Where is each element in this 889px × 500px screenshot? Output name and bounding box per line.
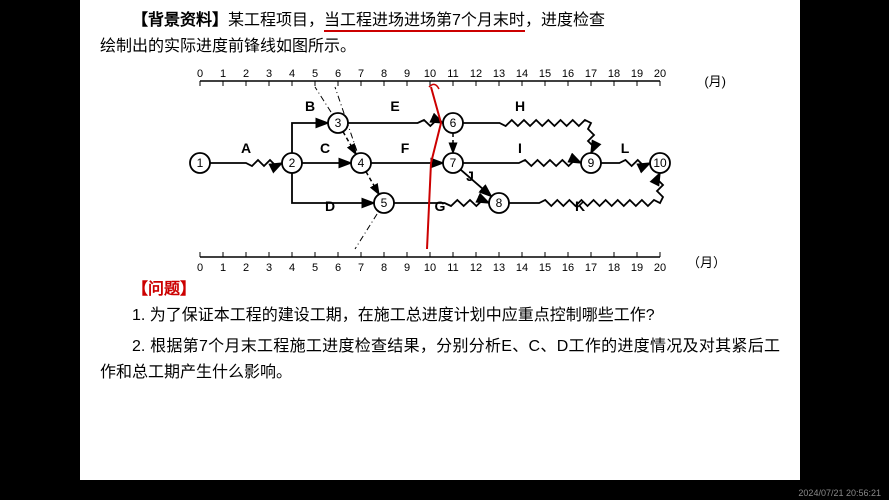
svg-text:A: A [241, 140, 251, 156]
bg-label: 【背景资料】 [132, 12, 228, 29]
svg-text:15: 15 [539, 68, 551, 80]
svg-text:16: 16 [562, 262, 574, 273]
svg-text:19: 19 [631, 262, 643, 273]
svg-text:5: 5 [381, 196, 388, 210]
background-para-1: 【背景资料】某工程项目，当工程进场进场第7个月末时，进度检查 [100, 8, 780, 34]
svg-text:B: B [305, 98, 315, 114]
svg-text:18: 18 [608, 262, 620, 273]
svg-text:8: 8 [381, 262, 387, 273]
question-label-line: 【问题】 [100, 277, 780, 303]
svg-text:14: 14 [516, 262, 528, 273]
svg-text:C: C [320, 140, 330, 156]
svg-text:1: 1 [220, 68, 226, 80]
svg-text:4: 4 [289, 262, 295, 273]
svg-text:9: 9 [588, 156, 595, 170]
svg-text:18: 18 [608, 68, 620, 80]
svg-text:11: 11 [447, 68, 458, 80]
svg-text:2: 2 [243, 68, 249, 80]
axis-unit-top: (月) [704, 71, 726, 90]
svg-text:1: 1 [220, 262, 226, 273]
svg-text:9: 9 [404, 262, 410, 273]
svg-text:3: 3 [266, 68, 272, 80]
svg-text:I: I [518, 140, 522, 156]
svg-text:20: 20 [654, 68, 666, 80]
svg-text:3: 3 [266, 262, 272, 273]
svg-text:K: K [575, 198, 585, 214]
svg-text:8: 8 [381, 68, 387, 80]
svg-text:14: 14 [516, 68, 528, 80]
svg-text:5: 5 [312, 68, 318, 80]
svg-text:12: 12 [470, 68, 482, 80]
svg-text:11: 11 [447, 262, 458, 273]
network-diagram: 0123456789101112131415161718192001234567… [160, 63, 720, 273]
svg-text:0: 0 [197, 262, 203, 273]
svg-text:G: G [435, 198, 446, 214]
svg-text:0: 0 [197, 68, 203, 80]
bg-body2: ，进度检查 [525, 12, 605, 29]
svg-text:10: 10 [424, 262, 436, 273]
bg-underlined: 当工程进场进场第7个月末时 [324, 12, 525, 32]
axis-unit-bottom: （月） [687, 252, 726, 271]
timestamp: 2024/07/21 20:56:21 [798, 488, 881, 498]
svg-text:3: 3 [335, 116, 342, 130]
diagram-svg: 0123456789101112131415161718192001234567… [160, 63, 720, 273]
background-para-2: 绘制出的实际进度前锋线如图所示。 [100, 34, 780, 60]
svg-text:F: F [401, 140, 410, 156]
question-2: 2. 根据第7个月末工程施工进度检查结果，分别分析E、C、D工作的进度情况及对其… [100, 334, 780, 385]
svg-text:5: 5 [312, 262, 318, 273]
svg-text:2: 2 [289, 156, 296, 170]
svg-text:E: E [390, 98, 399, 114]
svg-text:13: 13 [493, 262, 505, 273]
bg-body1: 某工程项目， [228, 12, 324, 29]
document-page: 【背景资料】某工程项目，当工程进场进场第7个月末时，进度检查 绘制出的实际进度前… [80, 0, 800, 480]
svg-text:J: J [466, 168, 474, 184]
svg-text:7: 7 [358, 68, 364, 80]
svg-text:20: 20 [654, 262, 666, 273]
svg-text:6: 6 [335, 68, 341, 80]
svg-text:4: 4 [358, 156, 365, 170]
svg-text:15: 15 [539, 262, 551, 273]
svg-text:9: 9 [404, 68, 410, 80]
svg-text:7: 7 [358, 262, 364, 273]
svg-text:17: 17 [585, 262, 597, 273]
svg-text:17: 17 [585, 68, 597, 80]
svg-text:8: 8 [496, 196, 503, 210]
svg-text:2: 2 [243, 262, 249, 273]
diagram-container: 0123456789101112131415161718192001234567… [100, 63, 780, 273]
svg-text:10: 10 [424, 68, 436, 80]
svg-text:H: H [515, 98, 525, 114]
svg-text:16: 16 [562, 68, 574, 80]
svg-text:4: 4 [289, 68, 295, 80]
svg-text:1: 1 [197, 156, 204, 170]
svg-text:13: 13 [493, 68, 505, 80]
question-1: 1. 为了保证本工程的建设工期，在施工总进度计划中应重点控制哪些工作? [100, 303, 780, 329]
svg-text:19: 19 [631, 68, 643, 80]
svg-text:D: D [325, 198, 335, 214]
svg-text:6: 6 [335, 262, 341, 273]
svg-text:12: 12 [470, 262, 482, 273]
svg-text:6: 6 [450, 116, 457, 130]
question-label: 【问题】 [132, 281, 196, 298]
svg-text:L: L [621, 140, 630, 156]
svg-text:7: 7 [450, 156, 457, 170]
svg-text:10: 10 [653, 156, 667, 170]
